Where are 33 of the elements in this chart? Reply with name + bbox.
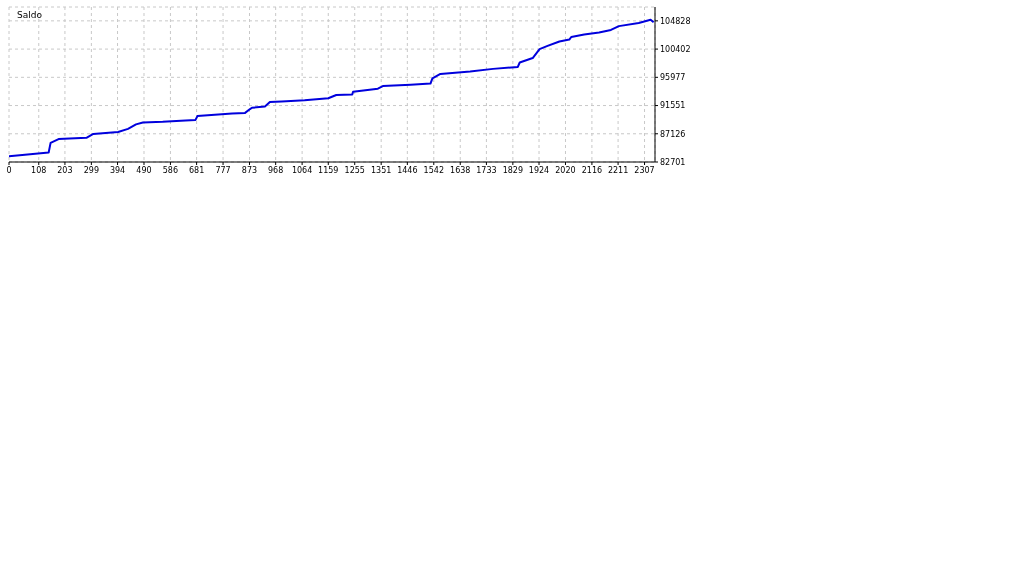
x-tick-label: 586 (162, 165, 179, 175)
x-tick-label: 2116 (581, 165, 603, 175)
y-tick-label: 104828 (660, 16, 691, 26)
x-tick-label: 394 (109, 165, 126, 175)
x-tick-label: 2307 (634, 165, 655, 175)
x-tick-label: 1351 (370, 165, 392, 175)
x-tick-label: 1924 (528, 165, 550, 175)
x-tick-label: 108 (31, 165, 47, 175)
x-tick-label: 1733 (476, 165, 497, 175)
x-tick-label: 299 (83, 165, 100, 175)
x-tick-label: 968 (268, 165, 284, 175)
x-tick-label: 2211 (607, 165, 629, 175)
y-tick-label: 95977 (660, 73, 686, 83)
x-tick-label: 490 (136, 165, 152, 175)
chart-title: Saldo (17, 10, 42, 20)
x-tick-label: 1829 (502, 165, 524, 175)
x-tick-label: 873 (241, 165, 258, 175)
x-tick-label: 0 (6, 165, 12, 175)
y-tick-label: 87126 (660, 129, 686, 139)
x-tick-label: 1159 (318, 165, 339, 175)
y-tick-label: 100402 (660, 44, 691, 54)
line-series (9, 18, 655, 158)
x-tick-label: 1255 (344, 165, 365, 175)
x-tick-label: 1064 (291, 165, 313, 175)
x-tick-label: 777 (215, 165, 231, 175)
x-tick-label: 1542 (423, 165, 444, 175)
x-tick-label: 2020 (555, 165, 576, 175)
x-tick-label: 681 (188, 165, 205, 175)
y-tick-label: 82701 (660, 157, 686, 167)
x-tick-label: 203 (57, 165, 73, 175)
y-tick-label: 91551 (660, 101, 686, 111)
x-tick-label: 1638 (450, 165, 471, 175)
x-tick-label: 1446 (397, 165, 418, 175)
